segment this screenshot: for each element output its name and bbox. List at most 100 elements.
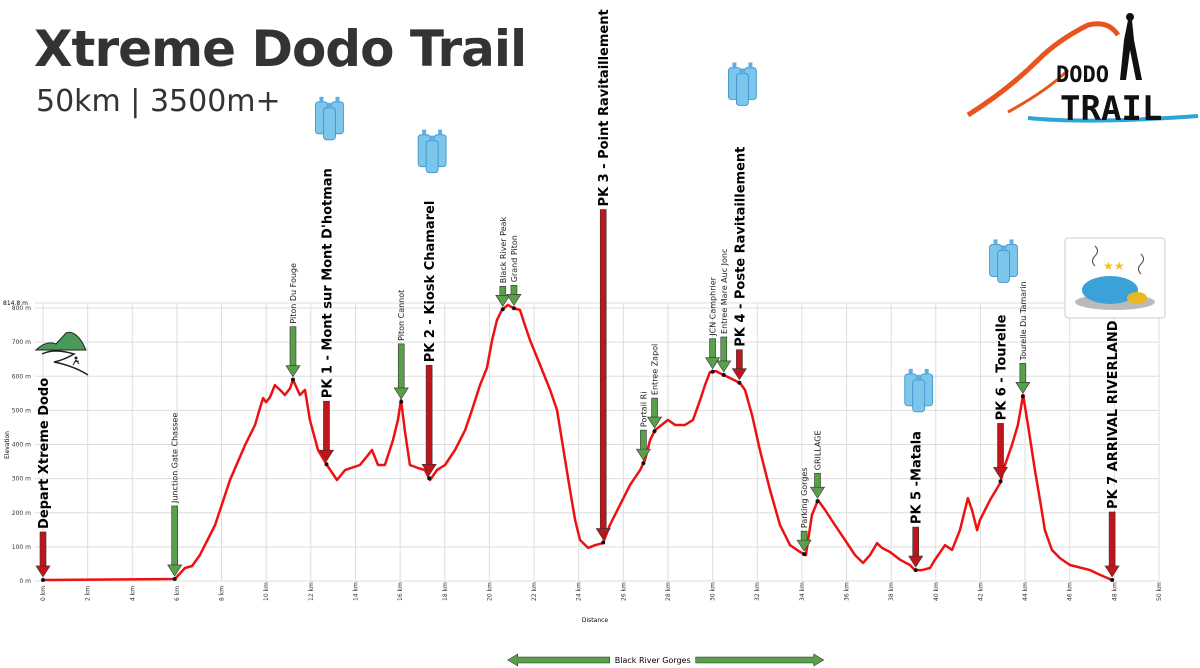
span-arrow-left-icon <box>507 653 611 667</box>
marker-portail-ri: Portail Ri <box>635 392 651 466</box>
black-river-gorges-span: Black River Gorges <box>507 653 825 667</box>
marker-grillage: GRILLAGE <box>809 430 826 504</box>
green-arrow-icon <box>499 285 507 297</box>
bottle-cap-icon <box>748 62 753 69</box>
waypoint-dot <box>802 552 807 557</box>
marker-label: PK 7 ARRIVAL RIVERLAND <box>1106 320 1121 509</box>
dodo-trail-logo: DODO TRAIL <box>966 13 1199 129</box>
waypoint-dot <box>652 429 657 434</box>
green-arrow-icon <box>289 326 297 367</box>
marker-pk-5-matala: PK 5 -Matala <box>904 368 934 573</box>
dodo-bird-image: ★★ <box>1064 237 1166 319</box>
green-arrow-icon <box>800 530 808 542</box>
red-arrow-icon <box>425 364 433 466</box>
bottle-cap-icon <box>422 129 427 136</box>
bottle-cap-icon <box>732 62 737 69</box>
arrow-head-icon <box>393 387 409 400</box>
marker-label: Entree Mare Auc Jonc <box>720 249 729 334</box>
marker-label: PK 1 - Mont sur Mont D'hotman <box>320 168 335 398</box>
marker-label: Depart Xtreme Dodo <box>37 378 52 529</box>
waypoint-dot <box>1110 577 1115 582</box>
waypoint-dot <box>324 462 329 467</box>
bottle-cap-icon <box>438 129 443 136</box>
x-tick-label: 48 km <box>1111 582 1118 601</box>
waypoint-dot <box>511 306 516 311</box>
red-arrow-icon <box>39 531 47 568</box>
bottle-icon <box>997 250 1010 283</box>
bottle-icon <box>735 73 749 106</box>
arrow-head-icon <box>1104 565 1120 578</box>
marker-label: PK 5 -Matala <box>910 431 925 524</box>
marker-parking-gorges: Parking Gorges <box>796 467 812 557</box>
x-tick-label: 42 km <box>977 582 984 601</box>
marker-label: Portail Ri <box>639 392 648 428</box>
x-tick-label: 8 km <box>219 586 226 601</box>
x-tick-label: 6 km <box>174 586 181 601</box>
y-tick-label: 600 m <box>12 373 31 380</box>
marker-black-river-peak: Black River Peak <box>495 216 511 312</box>
page-title: Xtreme Dodo Trail <box>34 20 527 78</box>
marker-pk-7-arrival-riverland: PK 7 ARRIVAL RIVERLAND <box>1104 320 1121 582</box>
x-tick-label: 34 km <box>799 582 806 601</box>
marker-jcn-camphrier: JCN Camphrier <box>705 276 721 374</box>
waypoint-dot <box>427 476 432 481</box>
x-axis-label: Distance <box>582 617 609 624</box>
x-tick-label: 20 km <box>486 582 493 601</box>
x-tick-label: 12 km <box>308 582 315 601</box>
x-tick-label: 40 km <box>933 582 940 601</box>
x-tick-label: 4 km <box>129 586 136 601</box>
bottle-cap-icon <box>327 102 332 109</box>
bottle-cap-icon <box>1001 245 1006 252</box>
arrow-head-icon <box>796 539 812 552</box>
green-arrow-icon <box>814 472 821 489</box>
green-arrow-icon <box>171 505 178 567</box>
arrow-head-icon <box>1015 382 1031 394</box>
bottle-cap-icon <box>1009 239 1014 246</box>
marker-grand-piton: Grand Piton <box>506 235 522 311</box>
markers: Depart Xtreme Dodo Junction Gate Chassee P… <box>35 9 1121 582</box>
marker-pk-3-point-ravitaillement: PK 3 - Point Ravitaillement <box>595 9 612 545</box>
green-arrow-icon <box>709 338 716 360</box>
arrow-head-icon <box>647 416 663 429</box>
x-tick-label: 26 km <box>620 582 627 601</box>
bottle-cap-icon <box>335 96 340 103</box>
svg-text:TRAIL: TRAIL <box>1060 89 1162 129</box>
x-tick-label: 30 km <box>710 582 717 601</box>
svg-text:★★: ★★ <box>1103 259 1125 273</box>
red-arrow-icon <box>997 423 1004 469</box>
bottle-cap-icon <box>908 368 913 375</box>
marker-entree-zapol: Entree Zapol <box>647 344 663 434</box>
red-arrow-icon <box>912 526 920 558</box>
red-arrow-icon <box>1108 511 1116 568</box>
arrow-head-icon <box>716 360 732 373</box>
arrow-head-icon <box>908 555 924 568</box>
red-arrow-icon <box>323 400 330 452</box>
marker-label: Parking Gorges <box>800 467 809 528</box>
red-arrow-icon <box>599 209 607 530</box>
marker-label: JCN Camphrier <box>709 276 718 336</box>
span-arrow-right-icon <box>695 653 825 667</box>
arrow-head-icon <box>495 294 511 307</box>
waypoint-dot <box>737 380 742 385</box>
arrow-head-icon <box>809 486 826 499</box>
marker-label: Entree Zapol <box>651 344 660 395</box>
bottle-cap-icon <box>916 374 921 381</box>
water-bottles-icon <box>315 96 344 141</box>
x-tick-label: 36 km <box>844 582 851 601</box>
marker-piton-cannot: Piton Cannot <box>393 290 409 404</box>
y-tick-label: 300 m <box>12 476 31 483</box>
waypoint-dot <box>721 372 726 377</box>
marker-label: PK 4 - Poste Ravitaillement <box>733 147 748 347</box>
arrow-head-icon <box>506 293 522 306</box>
red-arrow-icon <box>736 349 743 371</box>
marker-tourelle-du-tamarin: Tourelle Du Tamarin <box>1015 281 1031 399</box>
waypoint-dot <box>815 499 820 504</box>
bottle-cap-icon <box>430 135 435 142</box>
y-tick-label: 700 m <box>12 339 31 346</box>
marker-label: PK 6 - Tourelle <box>995 314 1010 420</box>
arrow-head-icon <box>705 357 721 370</box>
green-arrow-icon <box>1019 363 1027 384</box>
x-tick-label: 18 km <box>442 582 449 601</box>
arrow-head-icon <box>167 564 183 577</box>
